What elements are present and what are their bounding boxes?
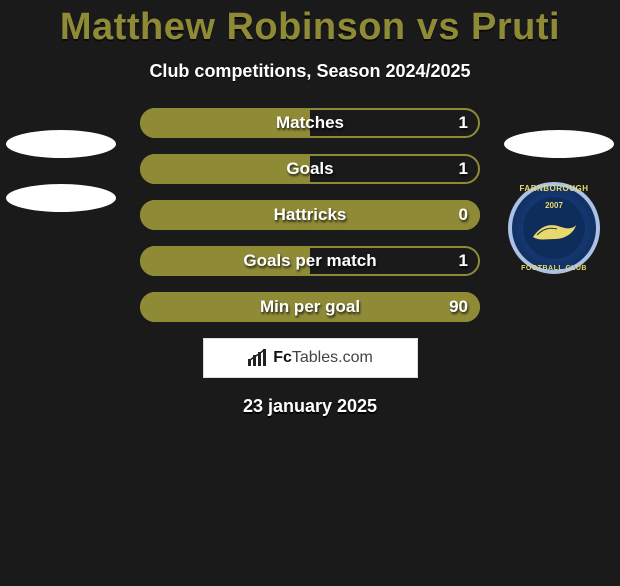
logo-text: FcTables.com <box>273 349 373 367</box>
logo-text-strong: Fc <box>273 349 292 366</box>
chart-icon <box>247 349 269 367</box>
bar-label: Goals per match <box>140 246 480 276</box>
stat-bar: Matches1 <box>140 108 480 138</box>
club-badge: FARNBOROUGH 2007 FOOTBALL CLUB <box>508 182 600 274</box>
badge-bottom-text: FOOTBALL CLUB <box>512 265 596 272</box>
badge-year: 2007 <box>523 201 585 210</box>
player-photo-placeholder <box>504 130 614 158</box>
bar-label: Goals <box>140 154 480 184</box>
badge-top-text: FARNBOROUGH <box>512 184 596 193</box>
bar-label: Min per goal <box>140 292 480 322</box>
player-photo-placeholder <box>6 130 116 158</box>
fctables-logo: FcTables.com <box>203 338 418 378</box>
bar-value: 90 <box>449 292 468 322</box>
stat-bar: Min per goal90 <box>140 292 480 322</box>
bird-icon <box>531 219 577 245</box>
bar-value: 1 <box>459 154 468 184</box>
stat-bar: Goals1 <box>140 154 480 184</box>
bar-value: 1 <box>459 108 468 138</box>
comparison-bars: Matches1Goals1Hattricks0Goals per match1… <box>140 108 480 322</box>
bar-label: Matches <box>140 108 480 138</box>
page-subtitle: Club competitions, Season 2024/2025 <box>0 61 620 82</box>
snapshot-date: 23 january 2025 <box>0 396 620 417</box>
logo-text-rest: Tables.com <box>292 349 373 366</box>
player-photo-placeholder <box>6 184 116 212</box>
stat-bar: Goals per match1 <box>140 246 480 276</box>
page-title: Matthew Robinson vs Pruti <box>0 6 620 49</box>
bar-value: 0 <box>459 200 468 230</box>
bar-value: 1 <box>459 246 468 276</box>
left-player-placeholders <box>6 130 116 238</box>
badge-inner: 2007 <box>523 197 585 259</box>
bar-label: Hattricks <box>140 200 480 230</box>
stat-bar: Hattricks0 <box>140 200 480 230</box>
